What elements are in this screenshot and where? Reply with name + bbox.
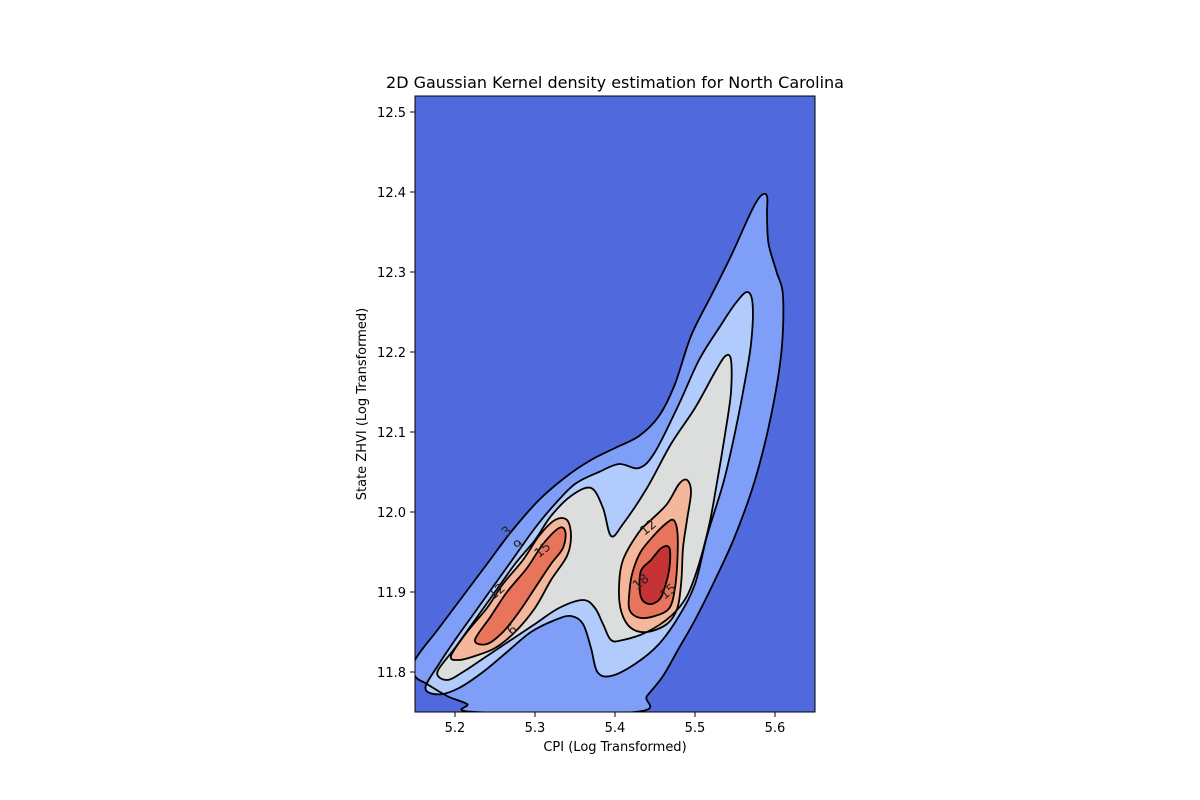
x-axis-label: CPI (Log Transformed) bbox=[543, 740, 686, 755]
y-tick-label: 12.1 bbox=[377, 426, 406, 441]
y-tick-label: 12.3 bbox=[377, 266, 406, 281]
y-tick-label: 12.5 bbox=[377, 106, 406, 121]
contour-line-level-15 bbox=[474, 526, 567, 646]
contour-line-level-9 bbox=[436, 353, 733, 681]
contour-line-level-3 bbox=[415, 192, 785, 712]
y-tick-label: 12.4 bbox=[377, 186, 406, 201]
x-tick-label: 5.6 bbox=[765, 721, 786, 736]
density-fill-level-15 bbox=[474, 527, 566, 645]
density-fill-level-18 bbox=[639, 545, 671, 605]
contour-line-level-6 bbox=[424, 291, 754, 696]
contour-line-level-12 bbox=[449, 517, 572, 661]
y-axis: 11.8 11.9 12.0 12.1 12.2 12.3 12.4 12.5 bbox=[377, 106, 415, 681]
density-fills bbox=[415, 193, 784, 712]
y-tick-label: 12.0 bbox=[377, 506, 406, 521]
y-tick-label: 11.9 bbox=[377, 586, 406, 601]
y-tick-label: 12.2 bbox=[377, 346, 406, 361]
y-tick-label: 11.8 bbox=[377, 666, 406, 681]
contour-line-level-18 bbox=[638, 545, 672, 606]
x-tick-label: 5.5 bbox=[685, 721, 706, 736]
chart-title: 2D Gaussian Kernel density estimation fo… bbox=[386, 73, 844, 92]
y-axis-label: State ZHVI (Log Transformed) bbox=[355, 308, 370, 501]
contour-lines bbox=[415, 192, 785, 712]
x-tick-label: 5.4 bbox=[605, 721, 626, 736]
x-axis: 5.2 5.3 5.4 5.5 5.6 bbox=[445, 712, 786, 736]
x-tick-label: 5.2 bbox=[445, 721, 466, 736]
contour-line-level-15 bbox=[627, 518, 679, 619]
contour-line-level-12 bbox=[618, 478, 692, 634]
x-tick-label: 5.3 bbox=[525, 721, 546, 736]
